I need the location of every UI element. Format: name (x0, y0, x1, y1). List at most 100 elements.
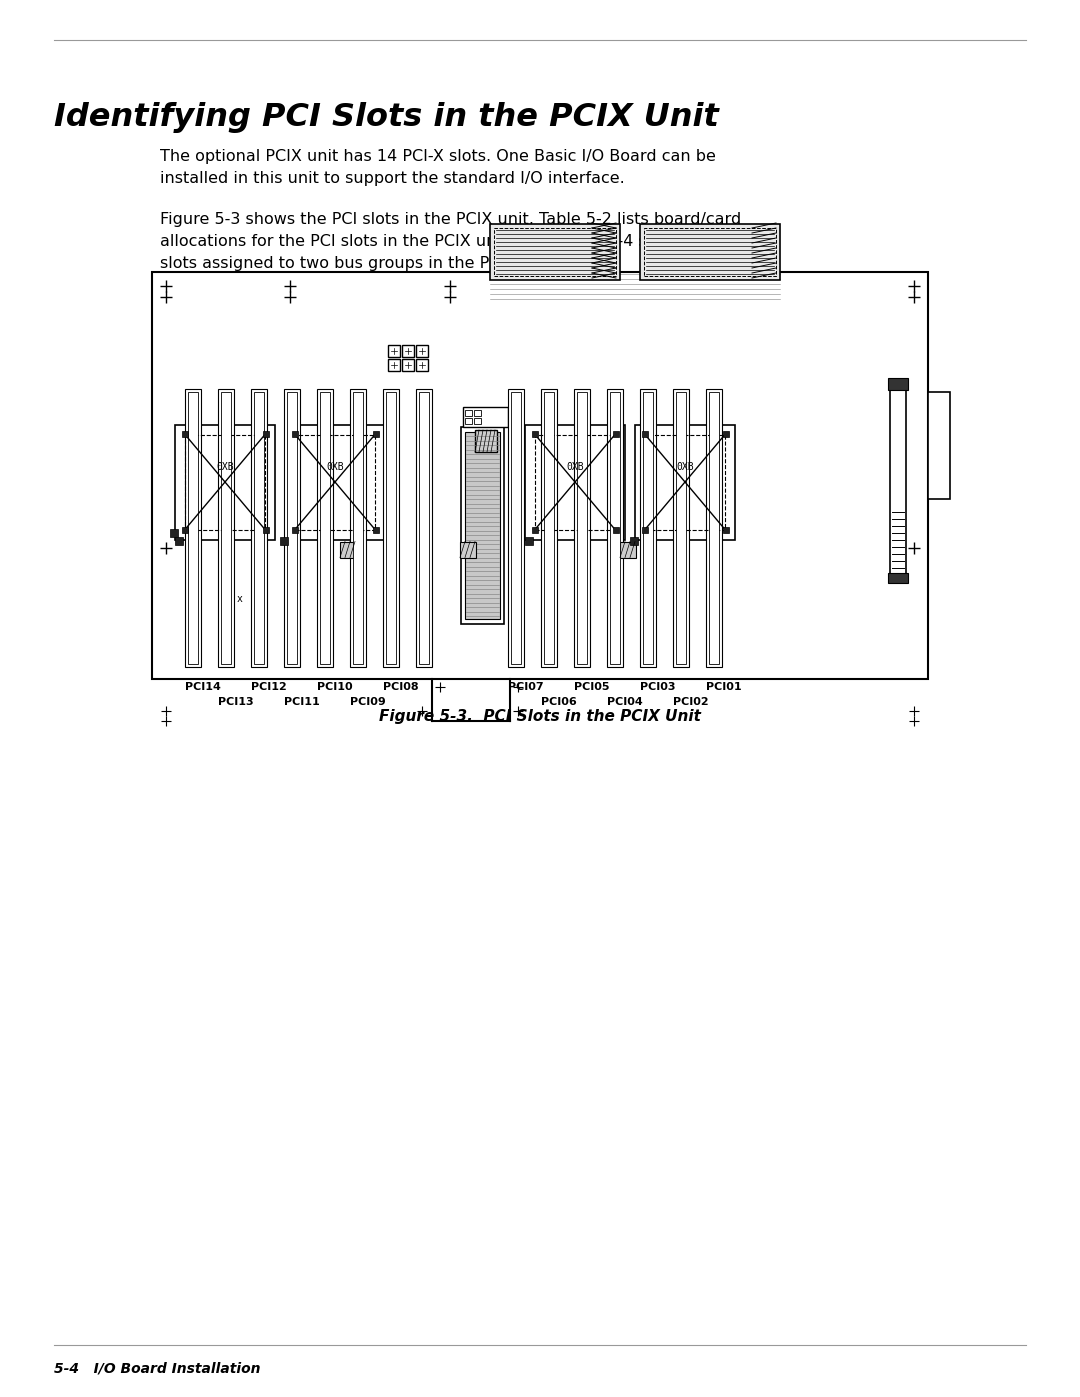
Text: PCI14: PCI14 (185, 682, 221, 692)
Bar (251, 388, 267, 666)
Bar (494, 228, 616, 277)
Bar (388, 345, 400, 358)
Bar (643, 393, 653, 664)
Bar (630, 536, 638, 545)
Bar (644, 228, 777, 277)
Bar (642, 430, 648, 436)
Bar (460, 542, 476, 557)
Bar (535, 434, 615, 529)
Bar (607, 388, 623, 666)
Bar (218, 388, 234, 666)
Bar (386, 393, 396, 664)
Text: 5-4   I/O Board Installation: 5-4 I/O Board Installation (54, 1361, 260, 1375)
Bar (465, 409, 472, 416)
Bar (388, 359, 400, 372)
Bar (541, 388, 557, 666)
Bar (642, 527, 648, 532)
Bar (461, 427, 504, 624)
Bar (673, 388, 689, 666)
Bar (183, 527, 188, 532)
Bar (474, 409, 481, 416)
Bar (544, 393, 554, 664)
Text: PCI01: PCI01 (706, 682, 742, 692)
Text: 0XB: 0XB (326, 462, 343, 472)
Bar (676, 393, 686, 664)
Bar (264, 430, 269, 436)
Bar (353, 393, 363, 664)
Text: PCI02: PCI02 (673, 697, 708, 707)
Bar (610, 393, 620, 664)
Bar (280, 536, 288, 545)
Bar (264, 527, 269, 532)
Text: 0XB: 0XB (676, 462, 693, 472)
Text: PCI08: PCI08 (383, 682, 419, 692)
Bar (645, 434, 725, 529)
Bar (320, 393, 330, 664)
Bar (620, 542, 636, 557)
Bar (188, 393, 198, 664)
Bar (402, 359, 414, 372)
Text: PCI13: PCI13 (218, 697, 254, 707)
Text: 0XB: 0XB (566, 462, 584, 472)
Bar (175, 536, 183, 545)
Bar (416, 345, 428, 358)
Text: x: x (238, 594, 243, 604)
Bar (532, 430, 538, 436)
Bar (640, 388, 656, 666)
Bar (402, 345, 414, 358)
Bar (350, 388, 366, 666)
Bar (508, 388, 524, 666)
Bar (416, 388, 432, 666)
Bar (292, 430, 298, 436)
Text: PCI06: PCI06 (541, 697, 577, 707)
Text: The optional PCIX unit has 14 PCI-X slots. One Basic I/O Board can be
installed : The optional PCIX unit has 14 PCI-X slot… (160, 149, 716, 186)
Text: Identifying PCI Slots in the PCIX Unit: Identifying PCI Slots in the PCIX Unit (54, 102, 719, 133)
Bar (185, 388, 201, 666)
Text: Figure 5-3 shows the PCI slots in the PCIX unit, Table 5-2 lists board/card
allo: Figure 5-3 shows the PCI slots in the PC… (160, 212, 754, 271)
Bar (285, 425, 384, 539)
Bar (890, 381, 906, 578)
Text: PCI12: PCI12 (251, 682, 287, 692)
Bar (465, 418, 472, 425)
Text: PCI05: PCI05 (573, 682, 609, 692)
Text: PCI04: PCI04 (607, 697, 643, 707)
Bar (490, 224, 620, 279)
Text: PCI11: PCI11 (284, 697, 320, 707)
Bar (221, 393, 231, 664)
Bar (511, 393, 521, 664)
Bar (287, 393, 297, 664)
Bar (284, 388, 300, 666)
Text: 0XB: 0XB (216, 462, 233, 472)
Bar (175, 425, 275, 539)
Bar (475, 430, 497, 453)
Bar (152, 272, 928, 679)
Bar (340, 542, 356, 557)
Bar (295, 434, 375, 529)
Bar (532, 527, 538, 532)
Bar (183, 430, 188, 436)
Text: PCI03: PCI03 (640, 682, 675, 692)
Bar (573, 388, 590, 666)
Bar (292, 527, 298, 532)
Bar (254, 393, 264, 664)
Text: PCI07: PCI07 (508, 682, 543, 692)
Text: PCI10: PCI10 (318, 682, 353, 692)
Bar (383, 388, 399, 666)
Bar (318, 388, 333, 666)
Bar (419, 393, 429, 664)
Bar (185, 434, 265, 529)
Text: PCI09: PCI09 (350, 697, 386, 707)
Bar (373, 430, 379, 436)
Bar (706, 388, 723, 666)
Bar (708, 393, 719, 664)
Bar (635, 425, 735, 539)
Bar (525, 425, 625, 539)
Bar (723, 430, 729, 436)
Bar (416, 359, 428, 372)
Bar (613, 527, 619, 532)
Bar (640, 224, 780, 279)
Bar (170, 528, 178, 536)
Bar (723, 527, 729, 532)
Bar (463, 407, 508, 427)
Text: Figure 5-3.  PCI Slots in the PCIX Unit: Figure 5-3. PCI Slots in the PCIX Unit (379, 710, 701, 724)
